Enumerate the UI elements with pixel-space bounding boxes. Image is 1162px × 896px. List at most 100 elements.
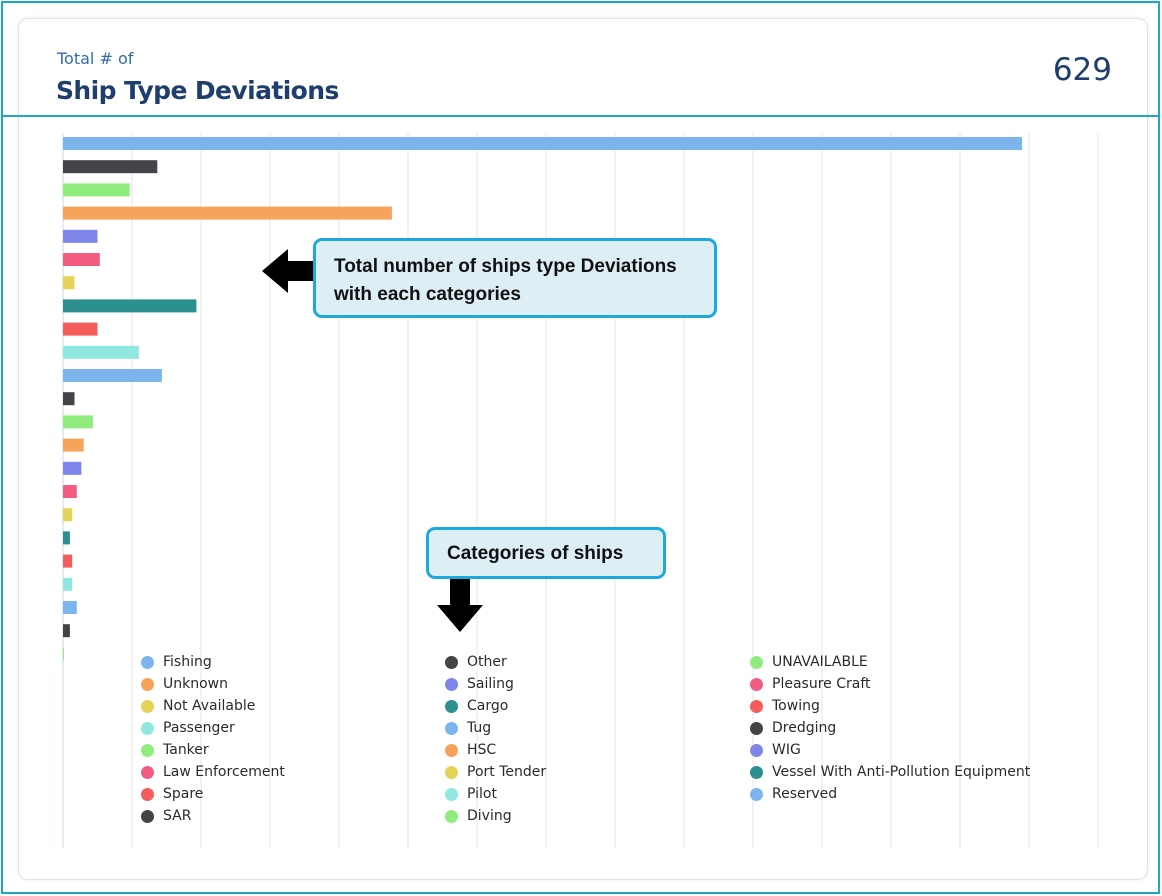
- legend-item-pilot[interactable]: Pilot: [445, 784, 497, 804]
- legend-dot-icon: [141, 677, 154, 691]
- bar-hsc[interactable]: [63, 438, 84, 452]
- legend-label: Dredging: [772, 720, 837, 736]
- legend-dot-icon: [445, 743, 458, 757]
- legend-label: Not Available: [163, 698, 256, 714]
- legend-dot-icon: [141, 765, 154, 779]
- bar-wig[interactable]: [63, 461, 82, 475]
- legend-label: Fishing: [163, 654, 212, 670]
- bar-unavailable[interactable]: [63, 183, 130, 197]
- bars-callout: Total number of ships type Deviations wi…: [313, 238, 717, 318]
- legend-label: Law Enforcement: [163, 764, 285, 780]
- legend-dot-icon: [445, 721, 458, 735]
- legend-item-cargo[interactable]: Cargo: [445, 696, 508, 716]
- bar-sar[interactable]: [63, 624, 70, 638]
- legend-dot-icon: [750, 743, 763, 757]
- legend-label: SAR: [163, 808, 192, 824]
- legend-label: Pleasure Craft: [772, 676, 871, 692]
- legend-label: WIG: [772, 742, 801, 758]
- bar-reserved[interactable]: [63, 601, 77, 614]
- legend-item-dredging[interactable]: Dredging: [750, 718, 836, 738]
- bar-tanker[interactable]: [63, 415, 93, 429]
- legend-item-unknown[interactable]: Unknown: [141, 674, 228, 694]
- legend-dot-icon: [445, 699, 458, 713]
- legend-item-tanker[interactable]: Tanker: [141, 740, 209, 760]
- legend-label: UNAVAILABLE: [772, 654, 868, 670]
- legend-dot-icon: [750, 765, 763, 779]
- legend-label: Tug: [467, 720, 492, 736]
- bar-spare[interactable]: [63, 554, 73, 568]
- legend-label: Spare: [163, 786, 204, 802]
- legend-dot-icon: [445, 655, 458, 669]
- legend-dot-icon: [750, 721, 763, 735]
- legend-dot-icon: [141, 787, 154, 801]
- bar-pleasure-craft[interactable]: [63, 253, 100, 266]
- bar-other[interactable]: [63, 160, 158, 174]
- bar-pilot[interactable]: [63, 577, 73, 591]
- legend-item-law-enforcement[interactable]: Law Enforcement: [141, 762, 285, 782]
- legend-item-unavailable[interactable]: UNAVAILABLE: [750, 652, 868, 672]
- legend-label: Towing: [772, 698, 820, 714]
- legend-dot-icon: [750, 677, 763, 691]
- total-count: 629: [1052, 52, 1112, 88]
- legend-dot-icon: [445, 765, 458, 779]
- legend-label: HSC: [467, 742, 497, 758]
- legend-dot-icon: [445, 677, 458, 691]
- legend-item-tug[interactable]: Tug: [445, 718, 491, 738]
- legend-label: Pilot: [467, 786, 497, 802]
- legend-item-passenger[interactable]: Passenger: [141, 718, 235, 738]
- card-title: Ship Type Deviations: [56, 76, 339, 105]
- bar-dredging[interactable]: [63, 392, 75, 406]
- bar-tug[interactable]: [63, 369, 162, 382]
- bar-towing[interactable]: [63, 322, 98, 336]
- bar-port-tender[interactable]: [63, 508, 73, 522]
- legend-label: Unknown: [163, 676, 228, 692]
- left-arrow-icon: [262, 249, 318, 293]
- legend-label: Other: [467, 654, 507, 670]
- legend-dot-icon: [141, 809, 154, 823]
- legend-label: Diving: [467, 808, 512, 824]
- legend-item-not-available[interactable]: Not Available: [141, 696, 255, 716]
- legend-label: Vessel With Anti-Pollution Equipment: [772, 764, 1031, 780]
- bar-law-enforcement[interactable]: [63, 485, 77, 498]
- legend-item-sar[interactable]: SAR: [141, 806, 191, 826]
- bar-fishing[interactable]: [63, 137, 1023, 150]
- legend-dot-icon: [750, 699, 763, 713]
- legend-dot-icon: [141, 655, 154, 669]
- legend-item-reserved[interactable]: Reserved: [750, 784, 837, 804]
- bar-passenger[interactable]: [63, 345, 139, 359]
- card-subtitle: Total # of: [57, 49, 134, 68]
- legend-item-port-tender[interactable]: Port Tender: [445, 762, 546, 782]
- bar-unknown[interactable]: [63, 206, 392, 220]
- bar-not-available[interactable]: [63, 276, 75, 290]
- legend-dot-icon: [141, 743, 154, 757]
- header-divider: [2, 115, 1159, 117]
- legend-callout: Categories of ships: [426, 527, 666, 579]
- legend-item-hsc[interactable]: HSC: [445, 740, 496, 760]
- bar-cargo[interactable]: [63, 299, 197, 313]
- down-arrow-icon: [437, 577, 483, 632]
- legend-label: Cargo: [467, 698, 509, 714]
- legend-item-spare[interactable]: Spare: [141, 784, 203, 804]
- legend-dot-icon: [445, 787, 458, 801]
- legend-dot-icon: [141, 699, 154, 713]
- legend-item-vessel-with-anti-pollution-equipment[interactable]: Vessel With Anti-Pollution Equipment: [750, 762, 1030, 782]
- legend-label: Port Tender: [467, 764, 547, 780]
- bar-vessel-with-anti-pollution-equipment[interactable]: [63, 531, 70, 545]
- legend-item-towing[interactable]: Towing: [750, 696, 820, 716]
- legend-dot-icon: [750, 787, 763, 801]
- legend-item-other[interactable]: Other: [445, 652, 507, 672]
- legend-item-sailing[interactable]: Sailing: [445, 674, 514, 694]
- legend-item-diving[interactable]: Diving: [445, 806, 512, 826]
- legend-item-pleasure-craft[interactable]: Pleasure Craft: [750, 674, 871, 694]
- legend-label: Reserved: [772, 786, 838, 802]
- legend-item-fishing[interactable]: Fishing: [141, 652, 212, 672]
- legend-item-wig[interactable]: WIG: [750, 740, 801, 760]
- legend-label: Passenger: [163, 720, 235, 736]
- bar-diving[interactable]: [63, 647, 64, 661]
- bar-sailing[interactable]: [63, 229, 98, 243]
- legend-dot-icon: [141, 721, 154, 735]
- legend-dot-icon: [445, 809, 458, 823]
- legend-label: Sailing: [467, 676, 514, 692]
- legend-dot-icon: [750, 655, 763, 669]
